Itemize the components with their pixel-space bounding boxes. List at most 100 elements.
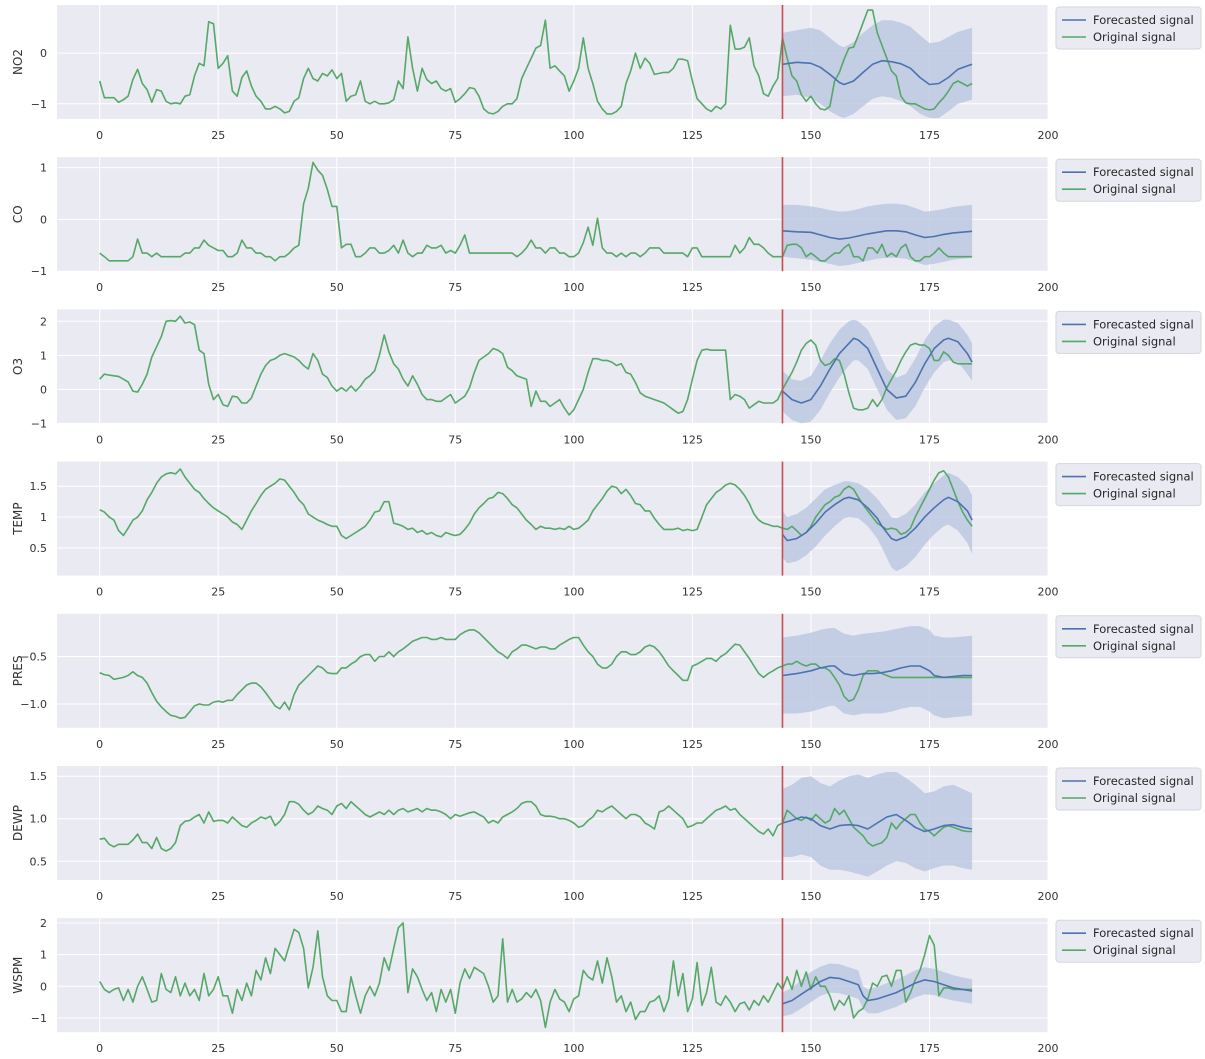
legend-box [1055,919,1202,963]
x-tick-label: 175 [919,129,940,142]
legend-forecast-label: Forecasted signal [1093,622,1194,636]
uncertainty-band [782,772,973,877]
x-tick-label: 0 [96,129,103,142]
x-tick-label: 0 [96,738,103,751]
x-tick-label: 175 [919,1042,940,1055]
y-tick-label: −1 [31,98,47,111]
y-axis-label: DEWP [11,805,25,841]
x-tick-label: 50 [330,281,344,294]
legend-forecast-label: Forecasted signal [1093,13,1194,27]
x-tick-label: 0 [96,890,103,903]
x-tick-label: 125 [682,586,703,599]
x-tick-label: 25 [211,433,225,446]
legend-box [1055,158,1202,202]
x-tick-label: 125 [682,738,703,751]
legend-original-label: Original signal [1093,943,1176,957]
panel-temp: 0 25 50 75 100 125 150 175 200 0.5 1 1.5 TEMP Forecas… [11,461,1202,599]
legend-original-label: Original signal [1093,487,1176,501]
x-tick-label: 100 [563,890,584,903]
y-tick-label: 0 [40,47,47,60]
x-tick-label: 25 [211,129,225,142]
original-signal-line [99,315,973,416]
y-tick-label: 1 [40,349,47,362]
legend-original-label: Original signal [1093,639,1176,653]
y-axis-label: CO [11,205,25,223]
x-tick-label: 100 [563,433,584,446]
legend-original-label: Original signal [1093,791,1176,805]
forecasted-signal-line [782,976,973,1005]
x-tick-label: 150 [800,890,821,903]
x-tick-label: 75 [448,129,462,142]
forecasted-signal-line [782,59,973,86]
x-tick-label: 125 [682,890,703,903]
legend-forecast-label: Forecasted signal [1093,774,1194,788]
y-tick-label: 2 [40,315,47,328]
uncertainty-band [782,626,973,719]
x-tick-label: 0 [96,1042,103,1055]
x-tick-label: 50 [330,129,344,142]
original-signal-line [99,922,973,1029]
x-tick-label: 125 [682,281,703,294]
y-axis-label: NO2 [11,49,25,75]
x-tick-label: 50 [330,433,344,446]
plot-area [57,918,1048,1033]
legend-forecast-label: Forecasted signal [1093,926,1194,940]
legend-box [1055,310,1202,354]
y-axis-label: TEMP [11,502,25,536]
x-tick-label: 150 [800,738,821,751]
y-tick-label: 1 [40,511,47,524]
x-tick-label: 75 [448,281,462,294]
x-tick-label: 100 [563,1042,584,1055]
x-tick-label: 200 [1038,586,1059,599]
y-tick-label: 0 [40,980,47,993]
x-tick-label: 200 [1038,129,1059,142]
x-tick-label: 50 [330,1042,344,1055]
x-tick-label: 50 [330,586,344,599]
y-tick-label: 1 [40,162,47,175]
x-tick-label: 25 [211,1042,225,1055]
x-tick-label: 150 [800,1042,821,1055]
x-tick-label: 125 [682,1042,703,1055]
y-tick-label: −1.0 [20,698,47,711]
panel-no2: 0 25 50 75 100 125 150 175 200 −1 0 NO2 Forecasted s… [11,5,1202,142]
y-axis-label: PRES [11,655,25,686]
y-tick-label: 2 [40,917,47,930]
y-tick-label: 0 [40,383,47,396]
legend-original-label: Original signal [1093,182,1176,196]
y-tick-label: 1 [40,949,47,962]
x-tick-label: 75 [448,1042,462,1055]
x-tick-label: 0 [96,586,103,599]
y-tick-label: 0.5 [30,855,48,868]
x-tick-label: 175 [919,586,940,599]
x-tick-label: 25 [211,281,225,294]
y-tick-label: 0.5 [30,542,48,555]
x-tick-label: 100 [563,129,584,142]
y-tick-label: 1.0 [30,813,48,826]
y-tick-label: −1 [31,417,47,430]
y-axis-label: WSPM [11,957,25,994]
forecasted-signal-line [781,496,973,542]
x-tick-label: 200 [1038,1042,1059,1055]
forecasted-signal-line [782,230,973,240]
x-tick-label: 200 [1038,281,1059,294]
original-signal-line [98,9,973,115]
x-tick-label: 125 [682,129,703,142]
original-signal-line [99,161,973,262]
x-tick-label: 25 [211,890,225,903]
uncertainty-band [782,203,973,266]
x-tick-label: 150 [800,433,821,446]
x-tick-label: 125 [682,433,703,446]
legend-box [1055,463,1202,507]
uncertainty-band [782,20,973,119]
forecasted-signal-line [782,665,973,679]
forecasted-signal-line [781,337,973,404]
legend-box [1055,767,1202,811]
x-tick-label: 0 [96,281,103,294]
panel-dewp: 0 25 50 75 100 125 150 175 200 0.5 1.0 1.5 DEWP Forec… [11,766,1202,903]
x-tick-label: 175 [919,433,940,446]
legend-forecast-label: Forecasted signal [1093,470,1194,484]
original-signal-line [99,629,973,720]
x-tick-label: 25 [211,738,225,751]
